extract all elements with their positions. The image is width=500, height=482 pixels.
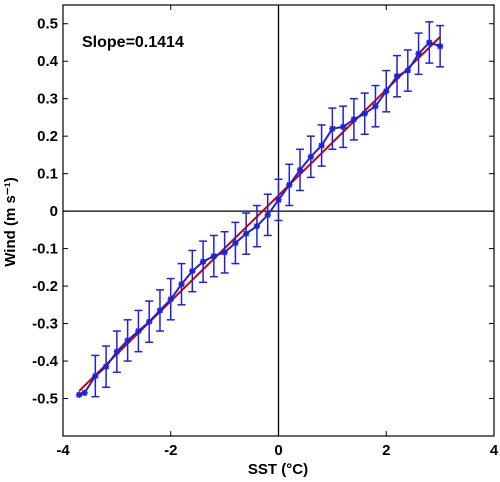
- y-tick-label: 0.4: [37, 53, 59, 70]
- y-tick-label: 0: [50, 203, 58, 220]
- data-point: [296, 166, 304, 174]
- data-point-stroke: [318, 142, 325, 149]
- data-point: [264, 211, 271, 219]
- data-point-stroke: [81, 389, 88, 396]
- data-markers: [75, 39, 444, 398]
- data-point: [242, 230, 250, 237]
- data-point: [286, 181, 293, 189]
- data-point-stroke: [243, 230, 250, 237]
- data-point: [167, 296, 174, 303]
- data-point-stroke: [113, 348, 120, 355]
- data-point-stroke: [404, 67, 411, 74]
- data-point: [135, 327, 142, 335]
- y-tick-label: -0.4: [32, 353, 59, 370]
- y-axis-title: Wind (m s⁻¹): [2, 177, 19, 266]
- data-point: [426, 39, 433, 46]
- data-point-stroke: [200, 258, 207, 265]
- data-point-stroke: [253, 223, 260, 230]
- y-tick-label: -0.3: [32, 316, 58, 333]
- data-point: [339, 123, 347, 131]
- data-point-stroke: [394, 73, 400, 80]
- x-tick-label: 0: [274, 442, 282, 459]
- y-tick-label: -0.5: [32, 391, 58, 408]
- data-point: [189, 267, 196, 275]
- data-point: [113, 348, 121, 355]
- data-point: [383, 88, 390, 95]
- data-point: [329, 125, 336, 132]
- data-point-stroke: [350, 116, 357, 123]
- data-point: [318, 142, 325, 149]
- data-point: [253, 222, 261, 230]
- y-tick-label: 0.3: [37, 91, 58, 108]
- data-point: [307, 153, 315, 160]
- y-tick-label: 0.1: [37, 166, 58, 183]
- y-tick-label: -0.2: [32, 278, 58, 295]
- data-point-stroke: [340, 123, 347, 130]
- data-point-stroke: [437, 43, 444, 50]
- data-point-stroke: [103, 363, 110, 370]
- x-axis-title: SST (°C): [248, 461, 308, 478]
- y-tick-label: 0.5: [37, 16, 58, 33]
- data-point-stroke: [92, 373, 99, 380]
- data-point: [75, 391, 83, 398]
- data-point-stroke: [426, 39, 433, 46]
- data-point-stroke: [146, 318, 153, 325]
- data-point-stroke: [189, 268, 196, 275]
- x-tick-label: 2: [382, 442, 390, 459]
- data-point-stroke: [157, 307, 163, 314]
- y-tick-label: 0.2: [37, 128, 58, 145]
- x-tick-label: -2: [164, 442, 177, 459]
- data-point: [210, 252, 218, 260]
- slope-annotation: Slope=0.1414: [82, 34, 184, 51]
- x-tick-label: 4: [490, 442, 499, 459]
- data-point: [275, 196, 282, 204]
- data-point-stroke: [210, 253, 217, 260]
- data-point-stroke: [297, 166, 304, 173]
- data-point: [393, 73, 401, 80]
- data-point: [124, 337, 131, 344]
- data-point-stroke: [135, 328, 142, 335]
- data-point-stroke: [286, 181, 293, 188]
- data-point: [404, 67, 411, 74]
- data-point-stroke: [383, 88, 390, 95]
- data-point-stroke: [232, 240, 239, 246]
- data-point-stroke: [329, 125, 336, 132]
- data-point-stroke: [307, 153, 314, 160]
- data-point: [178, 281, 185, 288]
- data-point-stroke: [167, 296, 174, 303]
- data-point: [372, 102, 379, 110]
- data-point-stroke: [76, 391, 83, 398]
- x-tick-label: -4: [56, 442, 70, 459]
- data-point: [102, 363, 110, 370]
- data-point-stroke: [124, 337, 131, 344]
- data-point: [81, 389, 88, 397]
- data-point-stroke: [221, 249, 228, 256]
- ticks: -4 -2 0 2 4 -0.5 -0.4 -0.3 -0.2 -0.1 0 0.1 0.2 0.3 0.4…: [32, 5, 499, 459]
- data-point: [415, 50, 422, 57]
- data-point: [436, 43, 444, 50]
- data-point: [361, 110, 368, 117]
- data-point: [92, 372, 99, 380]
- data-point-stroke: [415, 50, 422, 57]
- data-point: [146, 318, 153, 325]
- data-point-stroke: [178, 281, 185, 288]
- error-bars: [91, 21, 445, 398]
- data-point-stroke: [275, 196, 282, 203]
- data-point-stroke: [372, 103, 379, 110]
- data-point: [221, 249, 228, 256]
- data-point-stroke: [361, 110, 368, 117]
- data-point: [156, 307, 164, 314]
- y-tick-label: -0.1: [32, 241, 58, 258]
- data-point: [350, 116, 358, 123]
- data-point: [232, 239, 239, 247]
- data-point: [199, 258, 207, 265]
- data-point-stroke: [264, 211, 271, 218]
